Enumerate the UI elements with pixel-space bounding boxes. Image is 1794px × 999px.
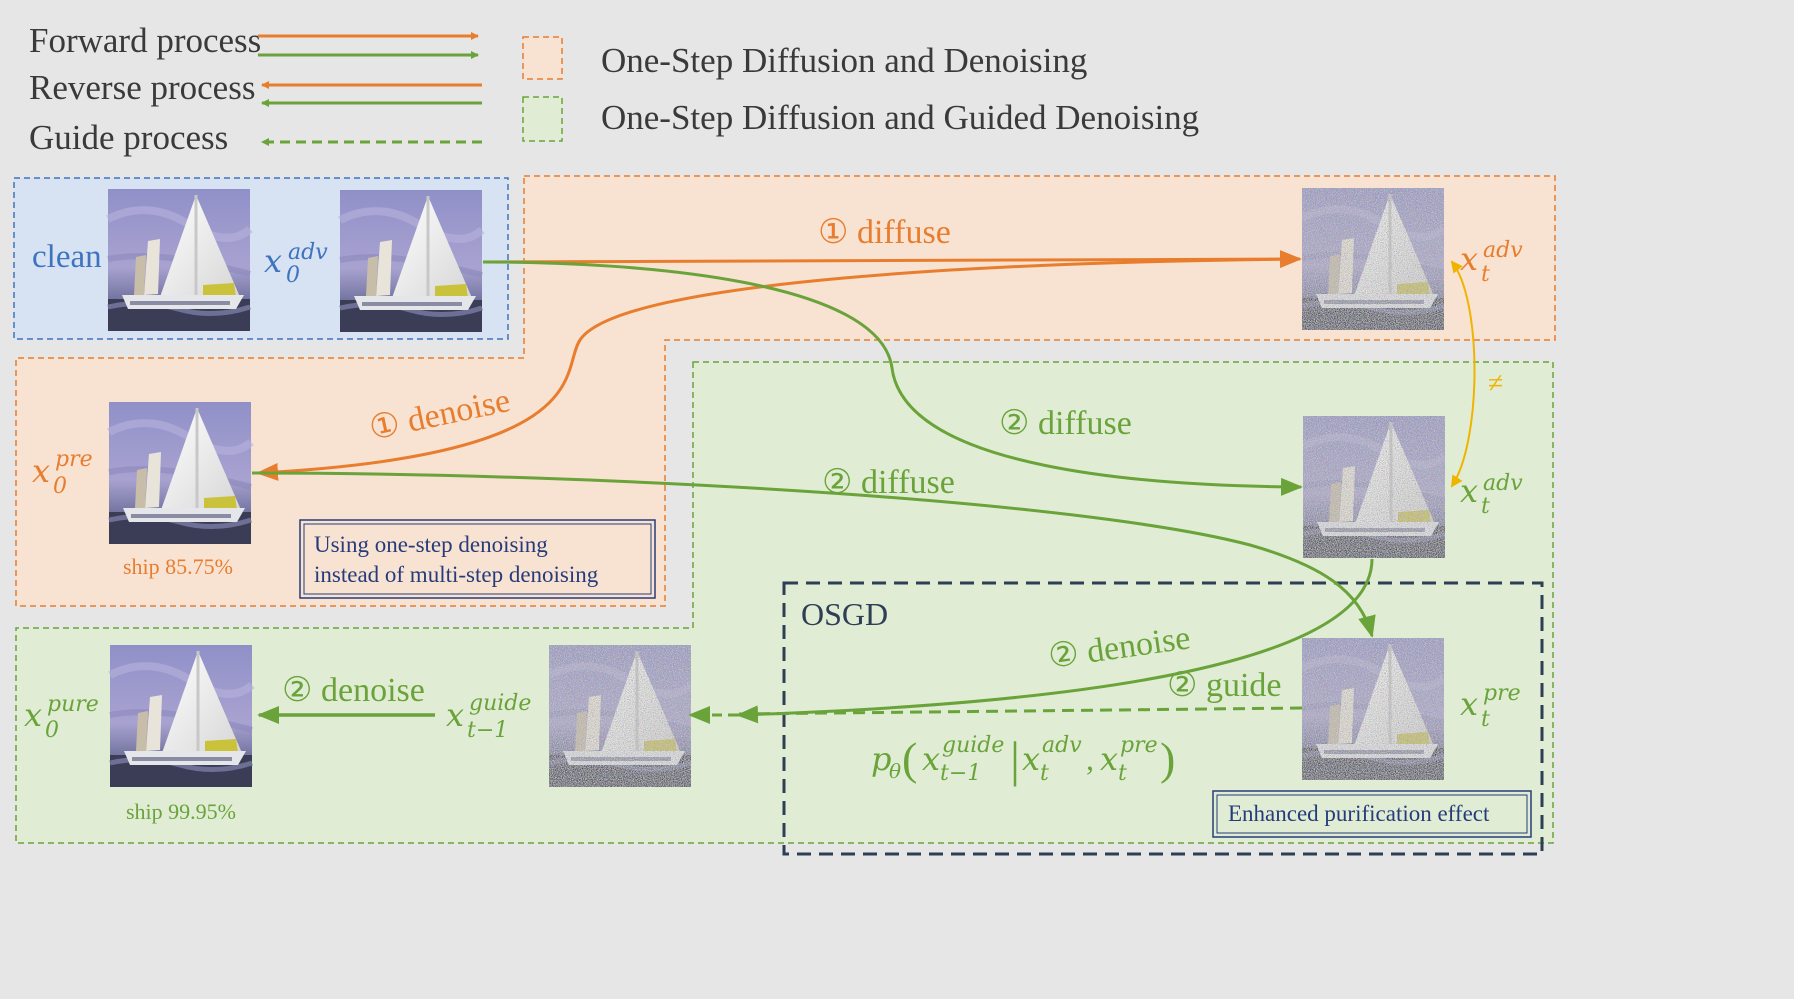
xt-adv-mid-image xyxy=(1303,416,1445,558)
svg-text:x: x xyxy=(32,452,50,490)
osgd-box xyxy=(782,581,1544,856)
legend-orange-box-label: One-Step Diffusion and Denoising xyxy=(601,41,1087,80)
diffuse2a-arrow xyxy=(482,260,1303,496)
svg-text:pre: pre xyxy=(1483,681,1521,706)
one-step-note: Using one-step denoising instead of mult… xyxy=(299,519,656,599)
xt-adv-mid-label: x t adv xyxy=(1460,471,1523,519)
svg-text:guide: guide xyxy=(942,733,1004,758)
svg-text:t: t xyxy=(1118,761,1127,786)
svg-text:t: t xyxy=(1481,262,1490,287)
denoise2-osgd-arrow xyxy=(736,558,1374,724)
svg-text:t: t xyxy=(1481,494,1490,519)
svg-text:adv: adv xyxy=(1483,471,1523,496)
svg-text:0: 0 xyxy=(286,263,300,288)
neq-arrow xyxy=(1450,260,1476,488)
svg-text:pre: pre xyxy=(55,447,93,472)
svg-text:instead of multi-step denoisin: instead of multi-step denoising xyxy=(314,562,599,587)
legend-orange-swatch xyxy=(522,36,563,80)
svg-text:x: x xyxy=(1022,740,1040,778)
denoise1-arrow xyxy=(256,257,1301,481)
svg-text:x: x xyxy=(1460,240,1478,278)
svg-text:x: x xyxy=(1460,472,1478,510)
ship2-caption: ship 99.95% xyxy=(126,799,236,824)
guidance-formula: p θ ( x guide t−1 | x adv t , x pre t ) xyxy=(871,731,1175,787)
neq-symbol: ≠ xyxy=(1488,368,1503,399)
xt-pre-image xyxy=(1302,638,1444,780)
svg-text:adv: adv xyxy=(288,240,328,265)
svg-text:x: x xyxy=(1460,685,1478,723)
svg-text:Using one-step denoising: Using one-step denoising xyxy=(314,532,548,557)
diffuse2a-label: ② diffuse xyxy=(999,405,1132,442)
diffuse1-label: ① diffuse xyxy=(818,214,951,251)
svg-text:guide: guide xyxy=(469,691,531,716)
x0-adv-image xyxy=(340,190,482,332)
svg-text:x: x xyxy=(24,696,42,734)
x0-adv-label: x 0 adv xyxy=(264,240,328,288)
svg-text:0: 0 xyxy=(53,474,67,499)
x0-pre-label: x 0 pre xyxy=(32,447,93,499)
svg-text:x: x xyxy=(446,696,464,734)
legend-guide-label: Guide process xyxy=(29,118,228,157)
svg-text:pure: pure xyxy=(47,692,99,717)
x0-pure-image xyxy=(110,645,252,787)
svg-text:t−1: t−1 xyxy=(940,761,981,786)
svg-text:|: | xyxy=(1010,731,1020,787)
svg-text:adv: adv xyxy=(1042,733,1082,758)
guide2-label: ② guide xyxy=(1167,667,1282,704)
svg-text:(: ( xyxy=(902,733,917,784)
x-guide-image xyxy=(549,645,691,787)
legend-reverse-label: Reverse process xyxy=(29,68,255,107)
svg-text:): ) xyxy=(1160,733,1175,784)
x-guide-label: x t−1 guide xyxy=(446,691,531,743)
svg-text:Enhanced purification effect: Enhanced purification effect xyxy=(1228,801,1490,826)
x0-pre-image xyxy=(109,402,251,544)
svg-text:0: 0 xyxy=(45,718,59,743)
diffuse2b-label: ② diffuse xyxy=(822,464,955,501)
xt-pre-label: x t pre xyxy=(1460,681,1521,732)
svg-text:t: t xyxy=(1481,707,1490,732)
svg-text:x: x xyxy=(922,740,940,778)
legend-forward-label: Forward process xyxy=(29,21,261,60)
legend-green-swatch xyxy=(522,96,563,142)
xt-adv-top-label: x t adv xyxy=(1460,238,1523,287)
osgd-label: OSGD xyxy=(801,596,888,632)
denoise2-final-label: ② denoise xyxy=(282,672,425,709)
svg-text:x: x xyxy=(1100,740,1118,778)
enhanced-note: Enhanced purification effect xyxy=(1212,790,1532,838)
legend: Forward process Reverse process Guide pr… xyxy=(29,21,1199,157)
clean-label: clean xyxy=(32,239,102,275)
svg-text:t: t xyxy=(1040,761,1049,786)
orange-region xyxy=(15,175,1556,607)
ship1-caption: ship 85.75% xyxy=(123,554,233,579)
svg-text:x: x xyxy=(264,242,282,280)
diffuse2b-arrow xyxy=(251,471,1376,638)
x0-pure-label: x 0 pure xyxy=(24,692,99,743)
svg-text:p: p xyxy=(871,740,891,778)
xt-adv-top-image xyxy=(1302,188,1444,330)
clean-image xyxy=(108,189,250,331)
legend-green-box-label: One-Step Diffusion and Guided Denoising xyxy=(601,98,1199,137)
diffuse1-arrow xyxy=(482,250,1302,269)
svg-text:,: , xyxy=(1086,741,1094,777)
svg-text:pre: pre xyxy=(1120,733,1158,758)
svg-text:t−1: t−1 xyxy=(467,718,508,743)
svg-text:adv: adv xyxy=(1483,238,1523,263)
svg-text:θ: θ xyxy=(889,759,901,783)
